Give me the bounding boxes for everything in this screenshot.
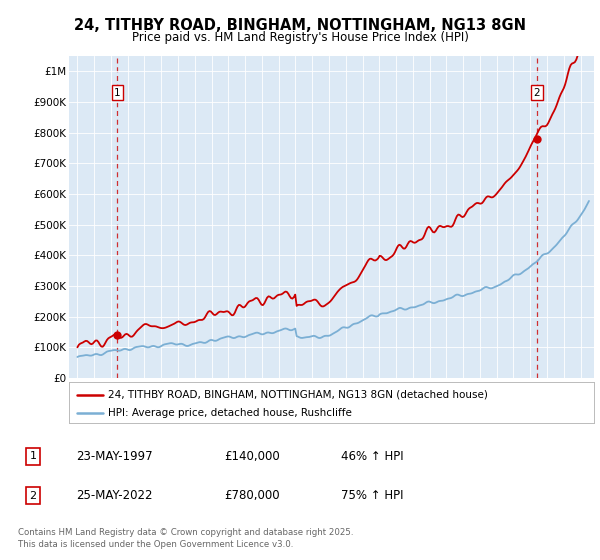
Text: £780,000: £780,000 — [224, 489, 280, 502]
Text: 2: 2 — [533, 88, 540, 98]
Text: £140,000: £140,000 — [224, 450, 280, 463]
Text: 23-MAY-1997: 23-MAY-1997 — [76, 450, 152, 463]
Text: 1: 1 — [29, 451, 37, 461]
Text: 25-MAY-2022: 25-MAY-2022 — [76, 489, 152, 502]
Text: HPI: Average price, detached house, Rushcliffe: HPI: Average price, detached house, Rush… — [109, 408, 352, 418]
Text: 46% ↑ HPI: 46% ↑ HPI — [341, 450, 403, 463]
Text: Contains HM Land Registry data © Crown copyright and database right 2025.
This d: Contains HM Land Registry data © Crown c… — [18, 528, 353, 549]
Text: 24, TITHBY ROAD, BINGHAM, NOTTINGHAM, NG13 8GN (detached house): 24, TITHBY ROAD, BINGHAM, NOTTINGHAM, NG… — [109, 390, 488, 400]
Text: 1: 1 — [114, 88, 121, 98]
Text: 24, TITHBY ROAD, BINGHAM, NOTTINGHAM, NG13 8GN: 24, TITHBY ROAD, BINGHAM, NOTTINGHAM, NG… — [74, 18, 526, 32]
Text: 2: 2 — [29, 491, 37, 501]
Text: Price paid vs. HM Land Registry's House Price Index (HPI): Price paid vs. HM Land Registry's House … — [131, 31, 469, 44]
Text: 75% ↑ HPI: 75% ↑ HPI — [341, 489, 403, 502]
